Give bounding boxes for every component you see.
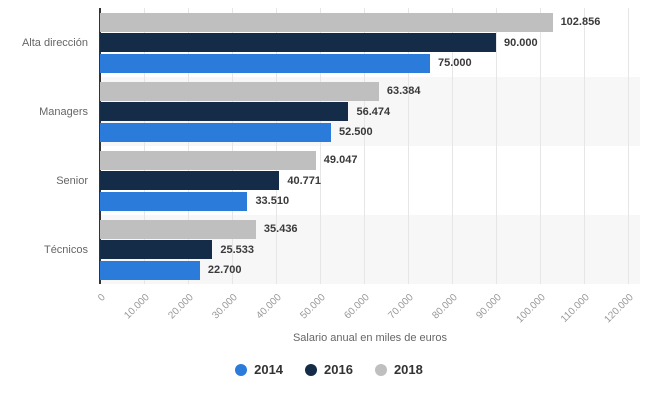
legend-dot-2014 xyxy=(235,363,248,376)
y-axis-line xyxy=(99,8,101,284)
legend: 2014 2016 2018 xyxy=(0,362,658,377)
bar-2014-alta-direccion xyxy=(100,53,430,73)
value-label-2018-senior: 49.047 xyxy=(323,154,358,166)
gridline-10.000 xyxy=(144,8,145,284)
gridline-40.000 xyxy=(276,8,277,284)
category-label-alta-direccion: Alta dirección xyxy=(21,36,88,49)
bar-2016-managers xyxy=(100,102,349,121)
bar-2016-senior xyxy=(100,171,280,190)
gridline-80.000 xyxy=(452,8,453,284)
bar-2018-alta-direccion xyxy=(100,12,553,32)
gridline-50.000 xyxy=(320,8,321,284)
category-label-senior: Senior xyxy=(56,174,88,187)
legend-label-2016: 2016 xyxy=(324,362,353,377)
value-label-2018-tecnicos: 35.436 xyxy=(263,223,298,235)
gridline-90.000 xyxy=(496,8,497,284)
bar-2018-managers xyxy=(100,81,379,101)
legend-dot-2016 xyxy=(305,363,318,376)
legend-item-2016[interactable]: 2016 xyxy=(305,362,353,377)
legend-item-2014[interactable]: 2014 xyxy=(235,362,283,377)
bar-2014-tecnicos xyxy=(100,260,200,280)
gridline-110.000 xyxy=(584,8,585,284)
gridline-20.000 xyxy=(188,8,189,284)
legend-label-2018: 2018 xyxy=(393,362,423,377)
value-label-2018-alta-direccion: 102.856 xyxy=(560,16,601,28)
gridline-120.000 xyxy=(628,8,629,284)
plot-area: 102.856 90.000 75.000 63.384 56.474 52.500 49.… xyxy=(99,8,640,284)
value-label-2018-managers: 63.384 xyxy=(386,85,421,97)
gridline-100.000 xyxy=(540,8,541,284)
category-label-managers: Managers xyxy=(39,105,88,118)
bar-2016-alta-direccion xyxy=(100,33,496,52)
value-label-2016-senior: 40.771 xyxy=(287,174,322,187)
value-label-2016-tecnicos: 25.533 xyxy=(220,243,254,256)
value-label-2014-tecnicos: 22.700 xyxy=(207,264,242,276)
legend-label-2014: 2014 xyxy=(254,362,284,377)
x-axis-title: Salario anual en miles de euros xyxy=(292,332,448,344)
value-label-2014-managers: 52.500 xyxy=(339,126,373,138)
value-label-2014-alta-direccion: 75.000 xyxy=(438,57,472,69)
bar-2016-tecnicos xyxy=(100,240,213,259)
legend-item-2018[interactable]: 2018 xyxy=(374,362,423,377)
value-label-2014-senior: 33.510 xyxy=(255,195,290,207)
legend-dot-2018 xyxy=(374,363,387,376)
bar-2014-senior xyxy=(100,191,248,211)
gridline-70.000 xyxy=(408,8,409,284)
category-label-tecnicos: Técnicos xyxy=(43,243,88,256)
bar-2018-tecnicos xyxy=(100,219,256,239)
value-label-2016-managers: 56.474 xyxy=(356,105,391,118)
gridline-30.000 xyxy=(232,8,233,284)
value-label-2016-alta-direccion: 90.000 xyxy=(504,36,538,49)
bar-2014-managers xyxy=(100,122,331,142)
gridline-60.000 xyxy=(364,8,365,284)
bar-2018-senior xyxy=(100,150,316,170)
